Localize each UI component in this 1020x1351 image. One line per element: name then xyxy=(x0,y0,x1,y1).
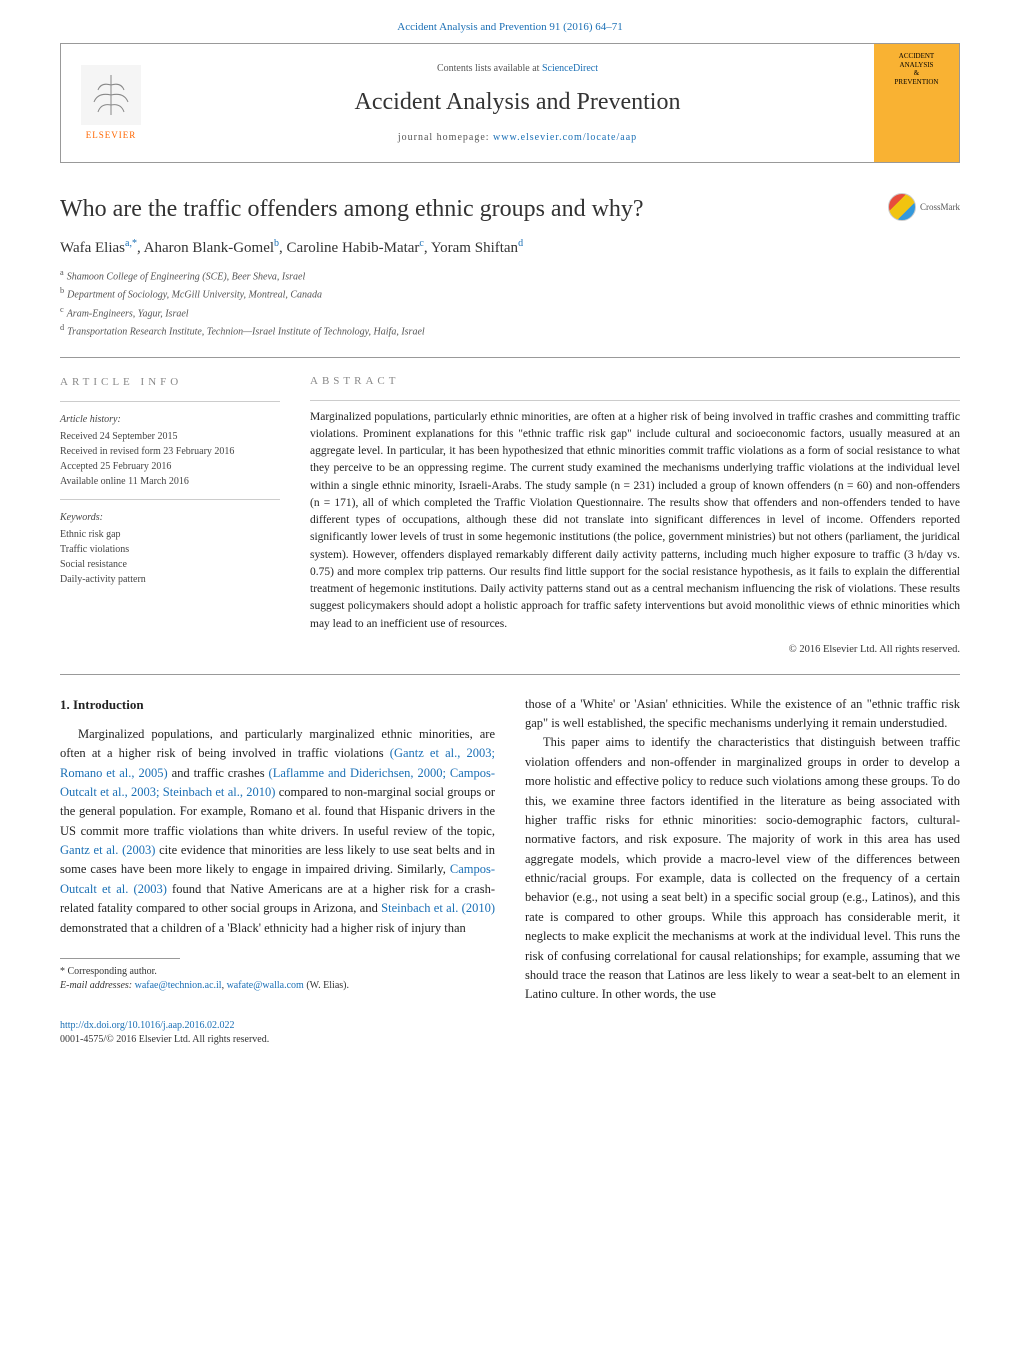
doi-block: http://dx.doi.org/10.1016/j.aap.2016.02.… xyxy=(60,1019,960,1047)
author-name: Aharon Blank-Gomel xyxy=(144,240,274,256)
elsevier-label: ELSEVIER xyxy=(86,129,137,142)
affiliation-item: dTransportation Research Institute, Tech… xyxy=(60,322,960,339)
elsevier-tree-icon xyxy=(81,65,141,125)
abstract-text: Marginalized populations, particularly e… xyxy=(310,409,960,633)
affiliations-list: aShamoon College of Engineering (SCE), B… xyxy=(60,267,960,339)
author-affil-sup: a,* xyxy=(125,238,137,249)
article-info-heading: ARTICLE INFO xyxy=(60,374,280,391)
history-item: Accepted 25 February 2016 xyxy=(60,459,280,474)
author-name: Wafa Elias xyxy=(60,240,125,256)
crossmark-icon xyxy=(888,193,916,221)
keywords-heading: Keywords: xyxy=(60,510,280,525)
article-history-list: Received 24 September 2015Received in re… xyxy=(60,429,280,489)
keyword-item: Traffic violations xyxy=(60,542,280,557)
author-name: Yoram Shiftan xyxy=(431,240,518,256)
section-heading-intro: 1. Introduction xyxy=(60,695,495,715)
header-center: Contents lists available at ScienceDirec… xyxy=(161,44,874,162)
abstract-column: ABSTRACT Marginalized populations, parti… xyxy=(310,374,960,657)
corresponding-author-note: * Corresponding author. xyxy=(60,965,495,979)
intro-paragraph-2: This paper aims to identify the characte… xyxy=(525,733,960,1004)
homepage-line: journal homepage: www.elsevier.com/locat… xyxy=(398,131,637,145)
homepage-link[interactable]: www.elsevier.com/locate/aap xyxy=(493,132,637,143)
elsevier-logo: ELSEVIER xyxy=(61,44,161,162)
history-item: Available online 11 March 2016 xyxy=(60,474,280,489)
body-column-left: 1. Introduction Marginalized populations… xyxy=(60,695,495,1005)
doi-link[interactable]: http://dx.doi.org/10.1016/j.aap.2016.02.… xyxy=(60,1020,235,1031)
journal-cover-thumbnail: ACCIDENT ANALYSIS & PREVENTION xyxy=(874,44,959,162)
abstract-copyright: © 2016 Elsevier Ltd. All rights reserved… xyxy=(310,643,960,658)
keyword-item: Daily-activity pattern xyxy=(60,572,280,587)
article-history-heading: Article history: xyxy=(60,412,280,427)
author-affil-sup: d xyxy=(518,238,523,249)
history-item: Received 24 September 2015 xyxy=(60,429,280,444)
author-name: Caroline Habib-Matar xyxy=(287,240,420,256)
intro-paragraph-1-cont: those of a 'White' or 'Asian' ethnicitie… xyxy=(525,695,960,734)
history-item: Received in revised form 23 February 201… xyxy=(60,444,280,459)
abstract-heading: ABSTRACT xyxy=(310,374,960,389)
affiliation-item: aShamoon College of Engineering (SCE), B… xyxy=(60,267,960,284)
keywords-list: Ethnic risk gapTraffic violationsSocial … xyxy=(60,527,280,587)
journal-header-box: ELSEVIER Contents lists available at Sci… xyxy=(60,43,960,163)
article-info-column: ARTICLE INFO Article history: Received 2… xyxy=(60,374,280,657)
email-link[interactable]: wafae@technion.ac.il xyxy=(135,980,222,991)
keyword-item: Ethnic risk gap xyxy=(60,527,280,542)
affiliation-item: bDepartment of Sociology, McGill Univers… xyxy=(60,285,960,302)
email-addresses: E-mail addresses: wafae@technion.ac.il, … xyxy=(60,979,495,993)
article-title: Who are the traffic offenders among ethn… xyxy=(60,193,644,227)
issn-copyright: 0001-4575/© 2016 Elsevier Ltd. All right… xyxy=(60,1033,960,1047)
contents-lists-line: Contents lists available at ScienceDirec… xyxy=(437,62,598,76)
footnotes: * Corresponding author. E-mail addresses… xyxy=(60,965,495,993)
footnote-divider xyxy=(60,958,180,959)
crossmark-badge[interactable]: CrossMark xyxy=(888,193,960,221)
body-column-right: those of a 'White' or 'Asian' ethnicitie… xyxy=(525,695,960,1005)
keyword-item: Social resistance xyxy=(60,557,280,572)
sciencedirect-link[interactable]: ScienceDirect xyxy=(542,63,598,74)
journal-citation-header: Accident Analysis and Prevention 91 (201… xyxy=(0,0,1020,43)
email-link[interactable]: wafate@walla.com xyxy=(227,980,304,991)
divider-bottom xyxy=(60,674,960,675)
citation-link[interactable]: Gantz et al. (2003) xyxy=(60,843,155,857)
body-two-column: 1. Introduction Marginalized populations… xyxy=(60,695,960,1005)
journal-title: Accident Analysis and Prevention xyxy=(355,86,681,120)
citation-link[interactable]: Steinbach et al. (2010) xyxy=(381,901,495,915)
intro-paragraph-1: Marginalized populations, and particular… xyxy=(60,725,495,938)
affiliation-item: cAram-Engineers, Yagur, Israel xyxy=(60,304,960,321)
authors-list: Wafa Eliasa,*, Aharon Blank-Gomelb, Caro… xyxy=(60,237,960,259)
